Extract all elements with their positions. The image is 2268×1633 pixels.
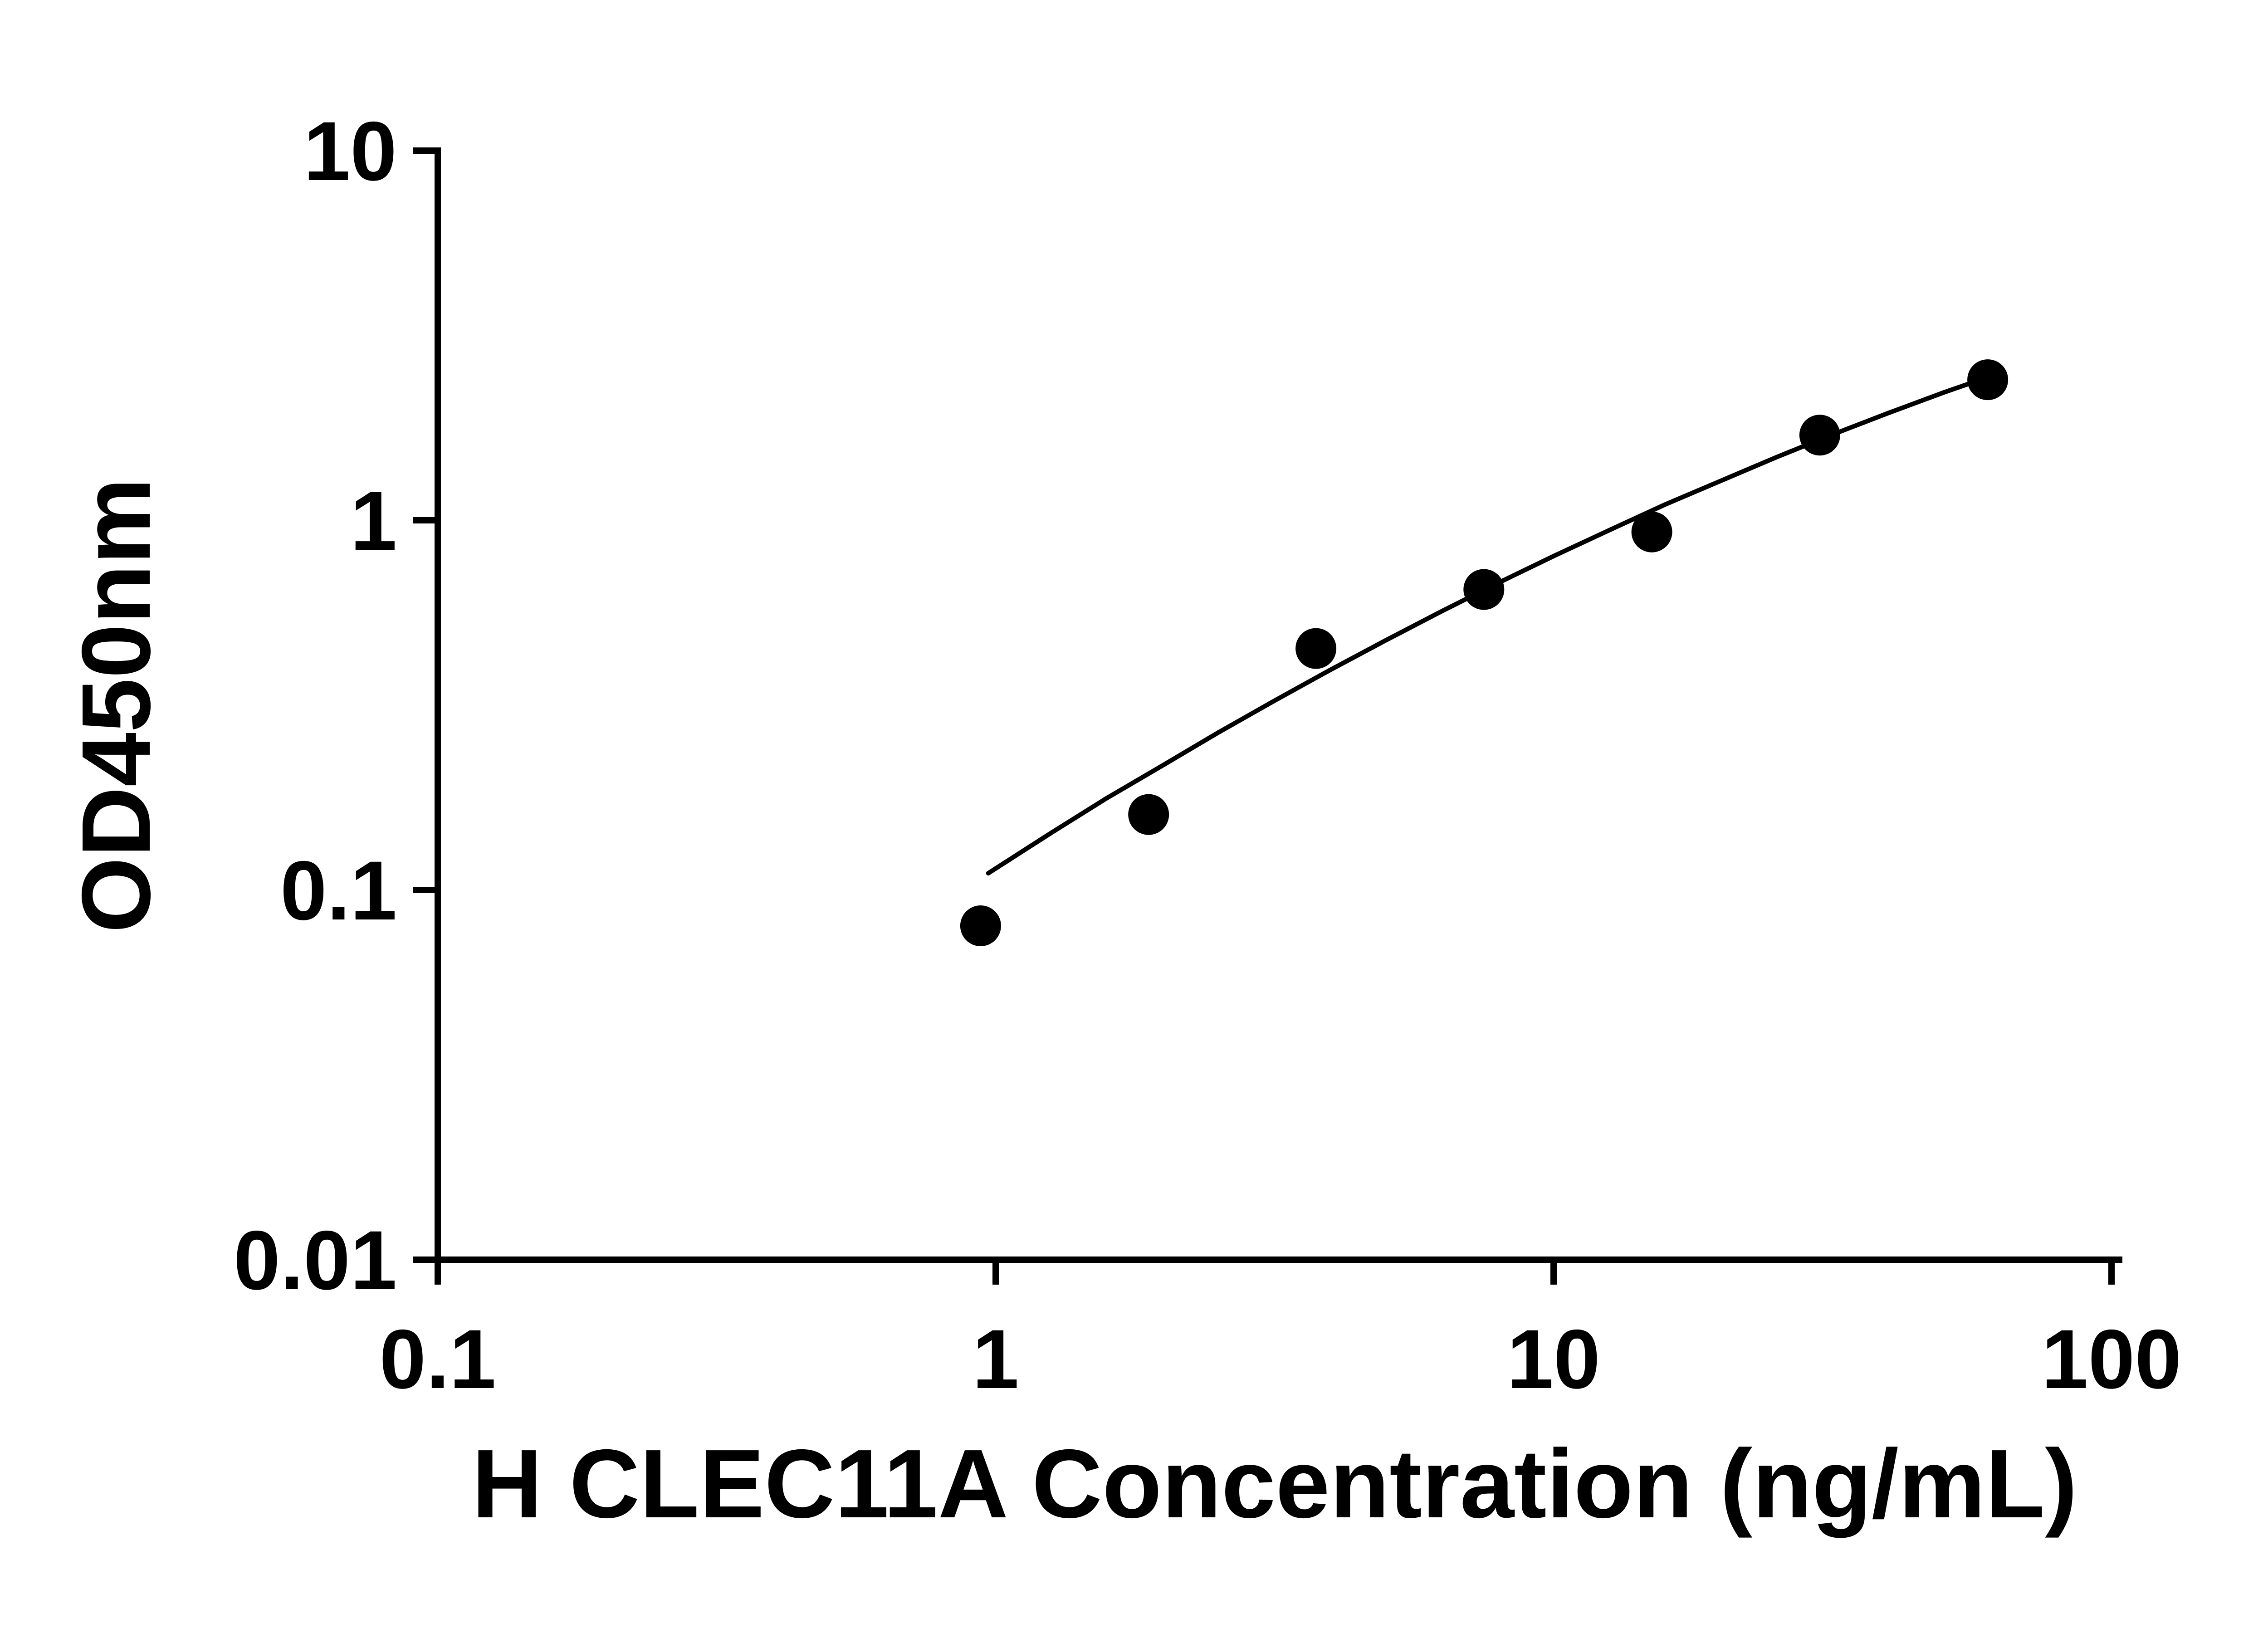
y-axis-title: OD450nm: [61, 478, 171, 933]
data-point: [1295, 628, 1337, 669]
x-axis-tick-label: 100: [2042, 1313, 2182, 1406]
y-axis-tick-label: 10: [303, 105, 397, 198]
y-axis-tick-label: 0.1: [280, 844, 397, 938]
x-axis-tick-label: 10: [1507, 1313, 1600, 1406]
data-point: [1463, 569, 1505, 610]
x-axis-tick-label: 1: [973, 1313, 1019, 1406]
x-axis-title: H CLEC11A Concentration (ng/mL): [472, 1429, 2077, 1538]
y-axis-tick-label: 0.01: [234, 1214, 397, 1307]
data-point: [1631, 511, 1672, 552]
data-point: [1799, 415, 1840, 456]
data-point: [1128, 794, 1169, 835]
data-point: [960, 905, 1001, 946]
axes: [435, 147, 2122, 1263]
x-axis-tick-label: 0.1: [379, 1313, 496, 1406]
y-axis-tick-label: 1: [350, 474, 397, 568]
data-point: [1967, 359, 2009, 401]
